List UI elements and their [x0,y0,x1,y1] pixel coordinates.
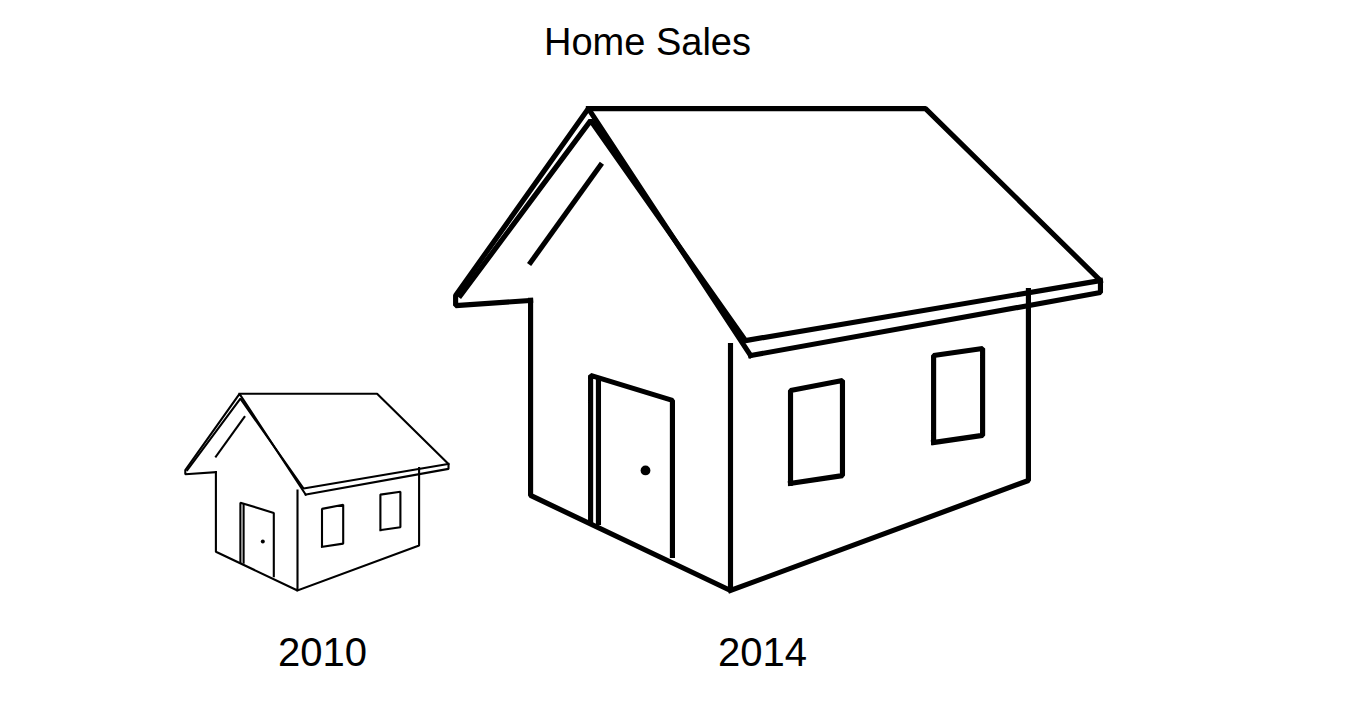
svg-text:2014: 2014 [718,630,807,674]
svg-text:2010: 2010 [278,630,367,674]
svg-text:Home Sales: Home Sales [544,21,751,63]
